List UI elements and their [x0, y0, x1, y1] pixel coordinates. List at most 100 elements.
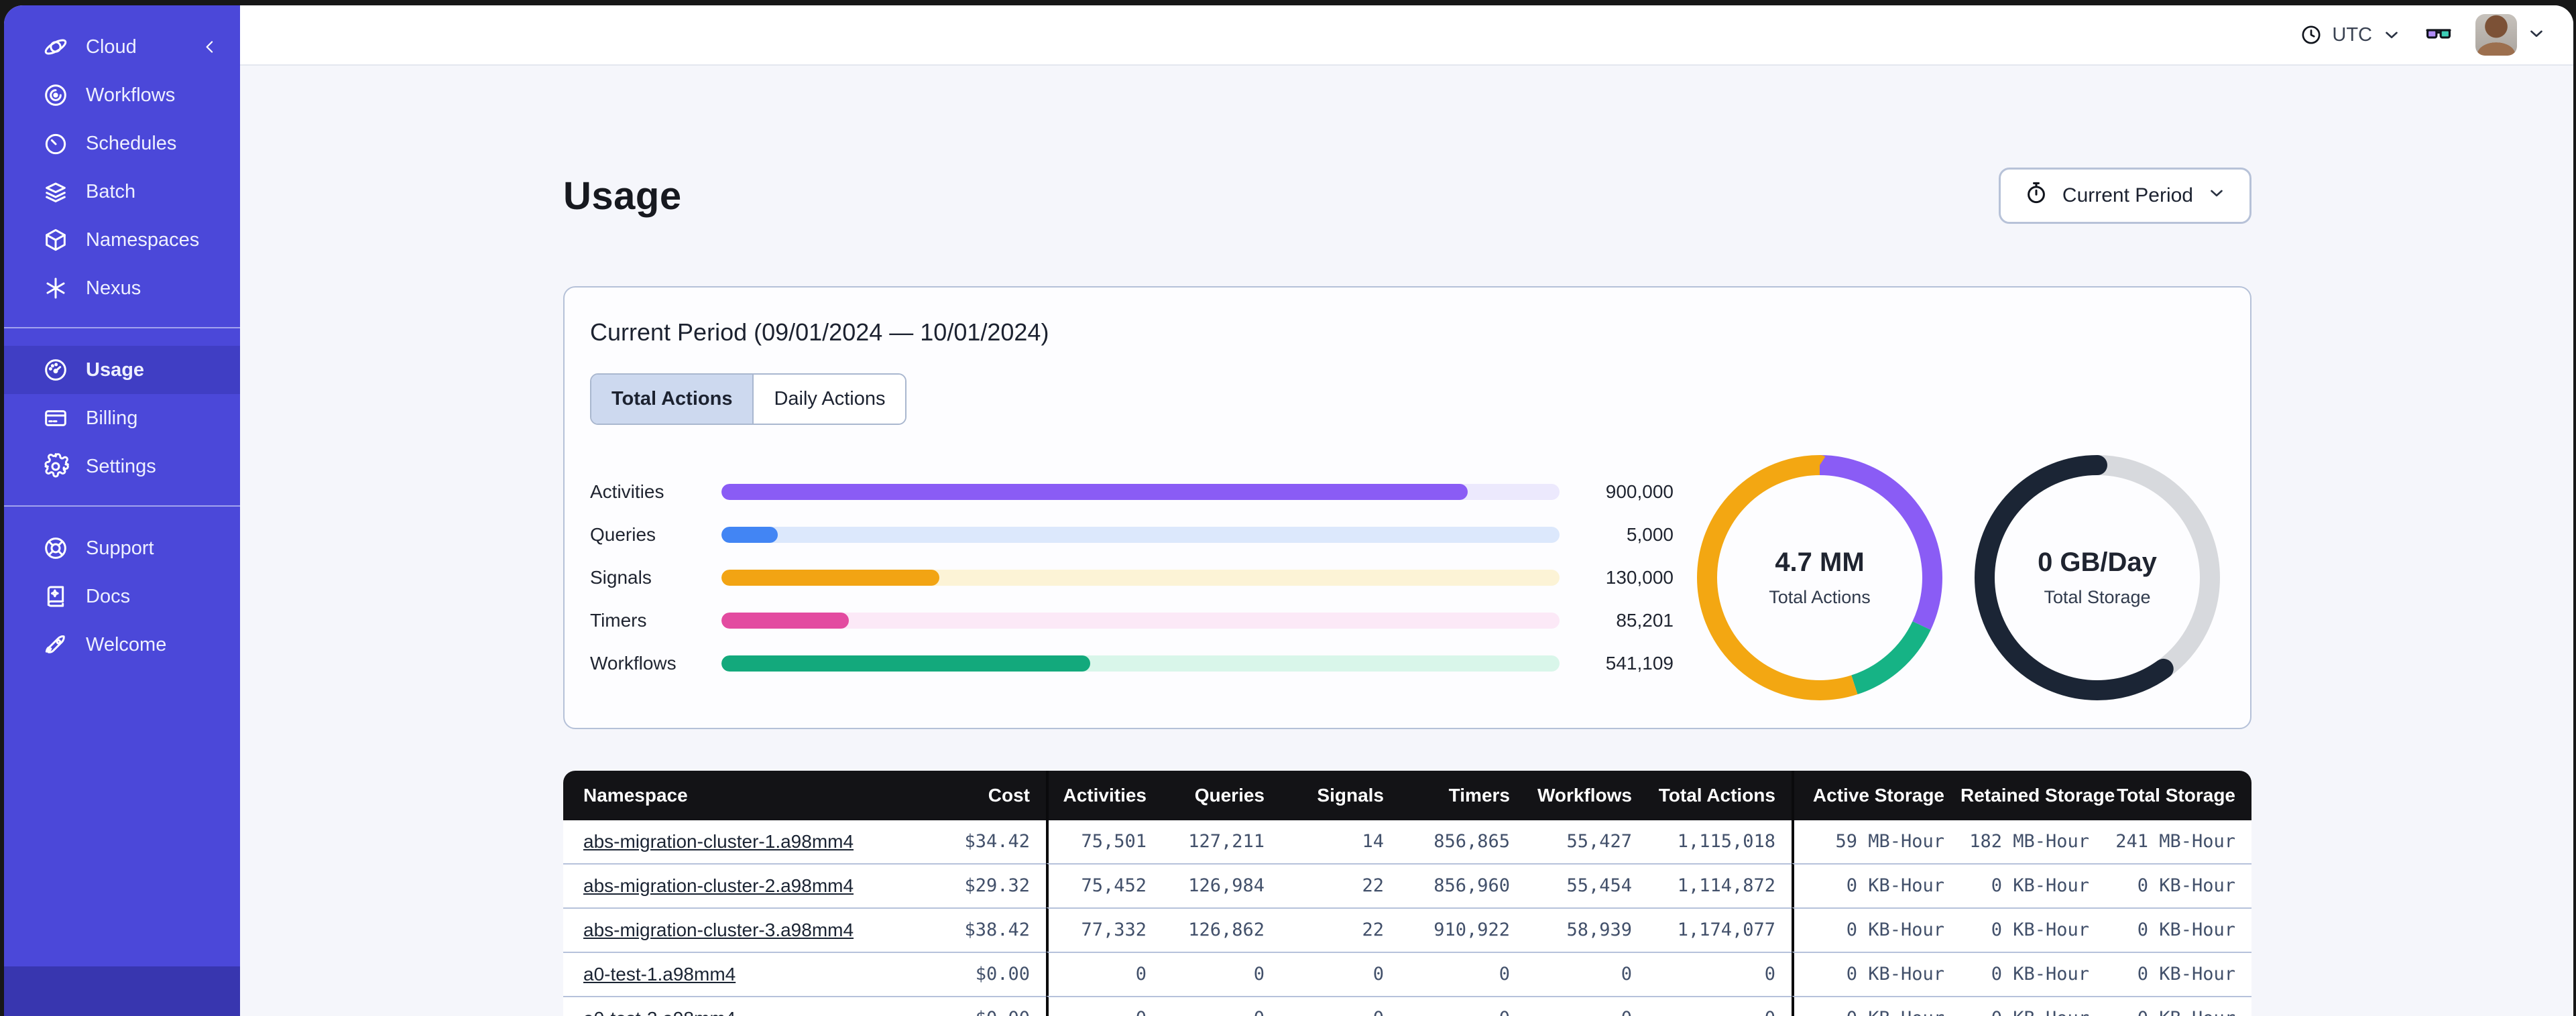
cell-timers: 0: [1400, 951, 1526, 996]
cell-total_actions: 1,114,872: [1648, 863, 1792, 907]
account-menu[interactable]: [2475, 14, 2546, 56]
sidebar-item-cloud[interactable]: Cloud: [4, 23, 240, 71]
cell-namespace[interactable]: abs-migration-cluster-2.a98mm4: [563, 863, 939, 907]
bar-label: Queries: [590, 523, 656, 545]
bar-row-workflows: Workflows 541,109: [590, 642, 1674, 685]
bar-row-signals: Signals 130,000: [590, 556, 1674, 599]
cell-activities: 75,452: [1046, 863, 1163, 907]
cell-namespace[interactable]: abs-migration-cluster-3.a98mm4: [563, 907, 939, 952]
column-header-active_storage: Active Storage: [1792, 770, 1960, 820]
tab-total-actions[interactable]: Total Actions: [591, 374, 753, 424]
cell-queries: 127,211: [1163, 820, 1281, 863]
sidebar-item-schedules[interactable]: Schedules: [4, 119, 240, 168]
sidebar-item-welcome[interactable]: Welcome: [4, 621, 240, 669]
sidebar-item-label: Cloud: [86, 36, 137, 58]
orbit-cloud-icon: [42, 33, 70, 61]
cell-cost: $0.00: [939, 995, 1046, 1016]
cell-namespace[interactable]: a0-test-2.a98mm4: [563, 995, 939, 1016]
period-dropdown-label: Current Period: [2062, 184, 2193, 207]
column-header-signals: Signals: [1281, 770, 1400, 820]
collapse-chevron-icon[interactable]: [200, 37, 220, 57]
cell-total_actions: 0: [1648, 951, 1792, 996]
cell-queries: 0: [1163, 951, 1281, 996]
cell-active_storage: 59 MB-Hour: [1792, 820, 1960, 863]
column-header-total_actions: Total Actions: [1648, 770, 1792, 820]
namespace-link[interactable]: abs-migration-cluster-3.a98mm4: [583, 919, 854, 940]
sidebar-item-docs[interactable]: Docs: [4, 572, 240, 621]
donut-segment-orange: [1697, 454, 1942, 700]
actions-bar-chart: Activities 900,000 Queries 5,000 Signals 130,…: [590, 470, 1674, 685]
namespace-link[interactable]: a0-test-2.a98mm4: [583, 1008, 736, 1016]
column-header-total_storage: Total Storage: [2105, 770, 2251, 820]
cell-total_actions: 1,174,077: [1648, 907, 1792, 952]
docs-book-icon: [42, 582, 70, 611]
bar-track: [721, 612, 1560, 629]
bar-fill: [721, 655, 1090, 672]
bar-track: [721, 655, 1560, 672]
cell-workflows: 58,939: [1526, 907, 1648, 952]
tab-daily-actions[interactable]: Daily Actions: [752, 374, 906, 424]
cell-namespace[interactable]: abs-migration-cluster-1.a98mm4: [563, 820, 939, 863]
period-dropdown-button[interactable]: Current Period: [1998, 168, 2251, 225]
namespace-link[interactable]: abs-migration-cluster-1.a98mm4: [583, 830, 854, 852]
bar-fill: [721, 569, 939, 586]
main-area: UTC Usage Current Period: [240, 5, 2573, 1016]
cell-active_storage: 0 KB-Hour: [1792, 995, 1960, 1016]
table-row: a0-test-1.a98mm4 $0.00 0 0 0 0 0 0 0 KB-Hour 0 KB…: [563, 951, 2251, 996]
cell-workflows: 55,427: [1526, 820, 1648, 863]
batch-layers-icon: [42, 178, 70, 206]
feedback-button[interactable]: [2424, 19, 2453, 51]
sidebar-item-label: Docs: [86, 585, 131, 607]
column-header-cost: Cost: [939, 770, 1046, 820]
sidebar-footer: [4, 966, 240, 1016]
donut-total-actions-value: 4.7 MM: [1775, 547, 1865, 577]
bar-value: 5,000: [1626, 523, 1674, 545]
bar-track: [721, 526, 1560, 543]
sidebar-item-usage[interactable]: Usage: [4, 346, 240, 394]
cell-retained_storage: 0 KB-Hour: [1960, 995, 2105, 1016]
sidebar-item-billing[interactable]: Billing: [4, 394, 240, 442]
sidebar-divider: [4, 505, 240, 507]
cell-cost: $34.42: [939, 820, 1046, 863]
bar-row-queries: Queries 5,000: [590, 513, 1674, 556]
cell-signals: 0: [1281, 995, 1400, 1016]
welcome-rocket-icon: [42, 631, 70, 659]
namespace-link[interactable]: abs-migration-cluster-2.a98mm4: [583, 875, 854, 896]
sidebar-item-namespaces[interactable]: Namespaces: [4, 216, 240, 264]
cell-activities: 77,332: [1046, 907, 1163, 952]
cell-total_storage: 0 KB-Hour: [2105, 863, 2251, 907]
sidebar-item-settings[interactable]: Settings: [4, 442, 240, 491]
sidebar-item-batch[interactable]: Batch: [4, 168, 240, 216]
bar-row-timers: Timers 85,201: [590, 599, 1674, 642]
cell-namespace[interactable]: a0-test-1.a98mm4: [563, 951, 939, 996]
workflows-icon: [42, 81, 70, 109]
sidebar-divider: [4, 327, 240, 328]
namespace-link[interactable]: a0-test-1.a98mm4: [583, 963, 736, 985]
column-header-queries: Queries: [1163, 770, 1281, 820]
cell-timers: 910,922: [1400, 907, 1526, 952]
sidebar-item-workflows[interactable]: Workflows: [4, 71, 240, 119]
chevron-down-icon: [2382, 25, 2402, 45]
cell-workflows: 0: [1526, 995, 1648, 1016]
cell-timers: 0: [1400, 995, 1526, 1016]
sidebar-item-label: Welcome: [86, 633, 167, 655]
current-period-card: Current Period (09/01/2024 — 10/01/2024)…: [563, 285, 2251, 729]
sidebar-item-label: Batch: [86, 180, 136, 202]
column-header-activities: Activities: [1046, 770, 1163, 820]
bar-label: Workflows: [590, 652, 677, 674]
namespaces-cube-icon: [42, 226, 70, 254]
app-window: Cloud Workflows Schedules Batch Namespaces Ne…: [4, 5, 2573, 1016]
table-row: abs-migration-cluster-1.a98mm4 $34.42 75,5…: [563, 820, 2251, 863]
sidebar-item-support[interactable]: Support: [4, 524, 240, 572]
card-title: Current Period (09/01/2024 — 10/01/2024): [590, 318, 1049, 346]
sidebar-item-label: Support: [86, 537, 154, 559]
cell-timers: 856,960: [1400, 863, 1526, 907]
clock-icon: [2300, 23, 2323, 46]
cell-activities: 0: [1046, 951, 1163, 996]
sidebar-item-nexus[interactable]: Nexus: [4, 264, 240, 312]
timezone-selector[interactable]: UTC: [2300, 23, 2402, 46]
total-storage-donut: 0 GB/Day Total Storage: [1974, 454, 2221, 701]
cell-retained_storage: 0 KB-Hour: [1960, 951, 2105, 996]
cell-queries: 126,984: [1163, 863, 1281, 907]
table-row: abs-migration-cluster-2.a98mm4 $29.32 75,4…: [563, 863, 2251, 907]
